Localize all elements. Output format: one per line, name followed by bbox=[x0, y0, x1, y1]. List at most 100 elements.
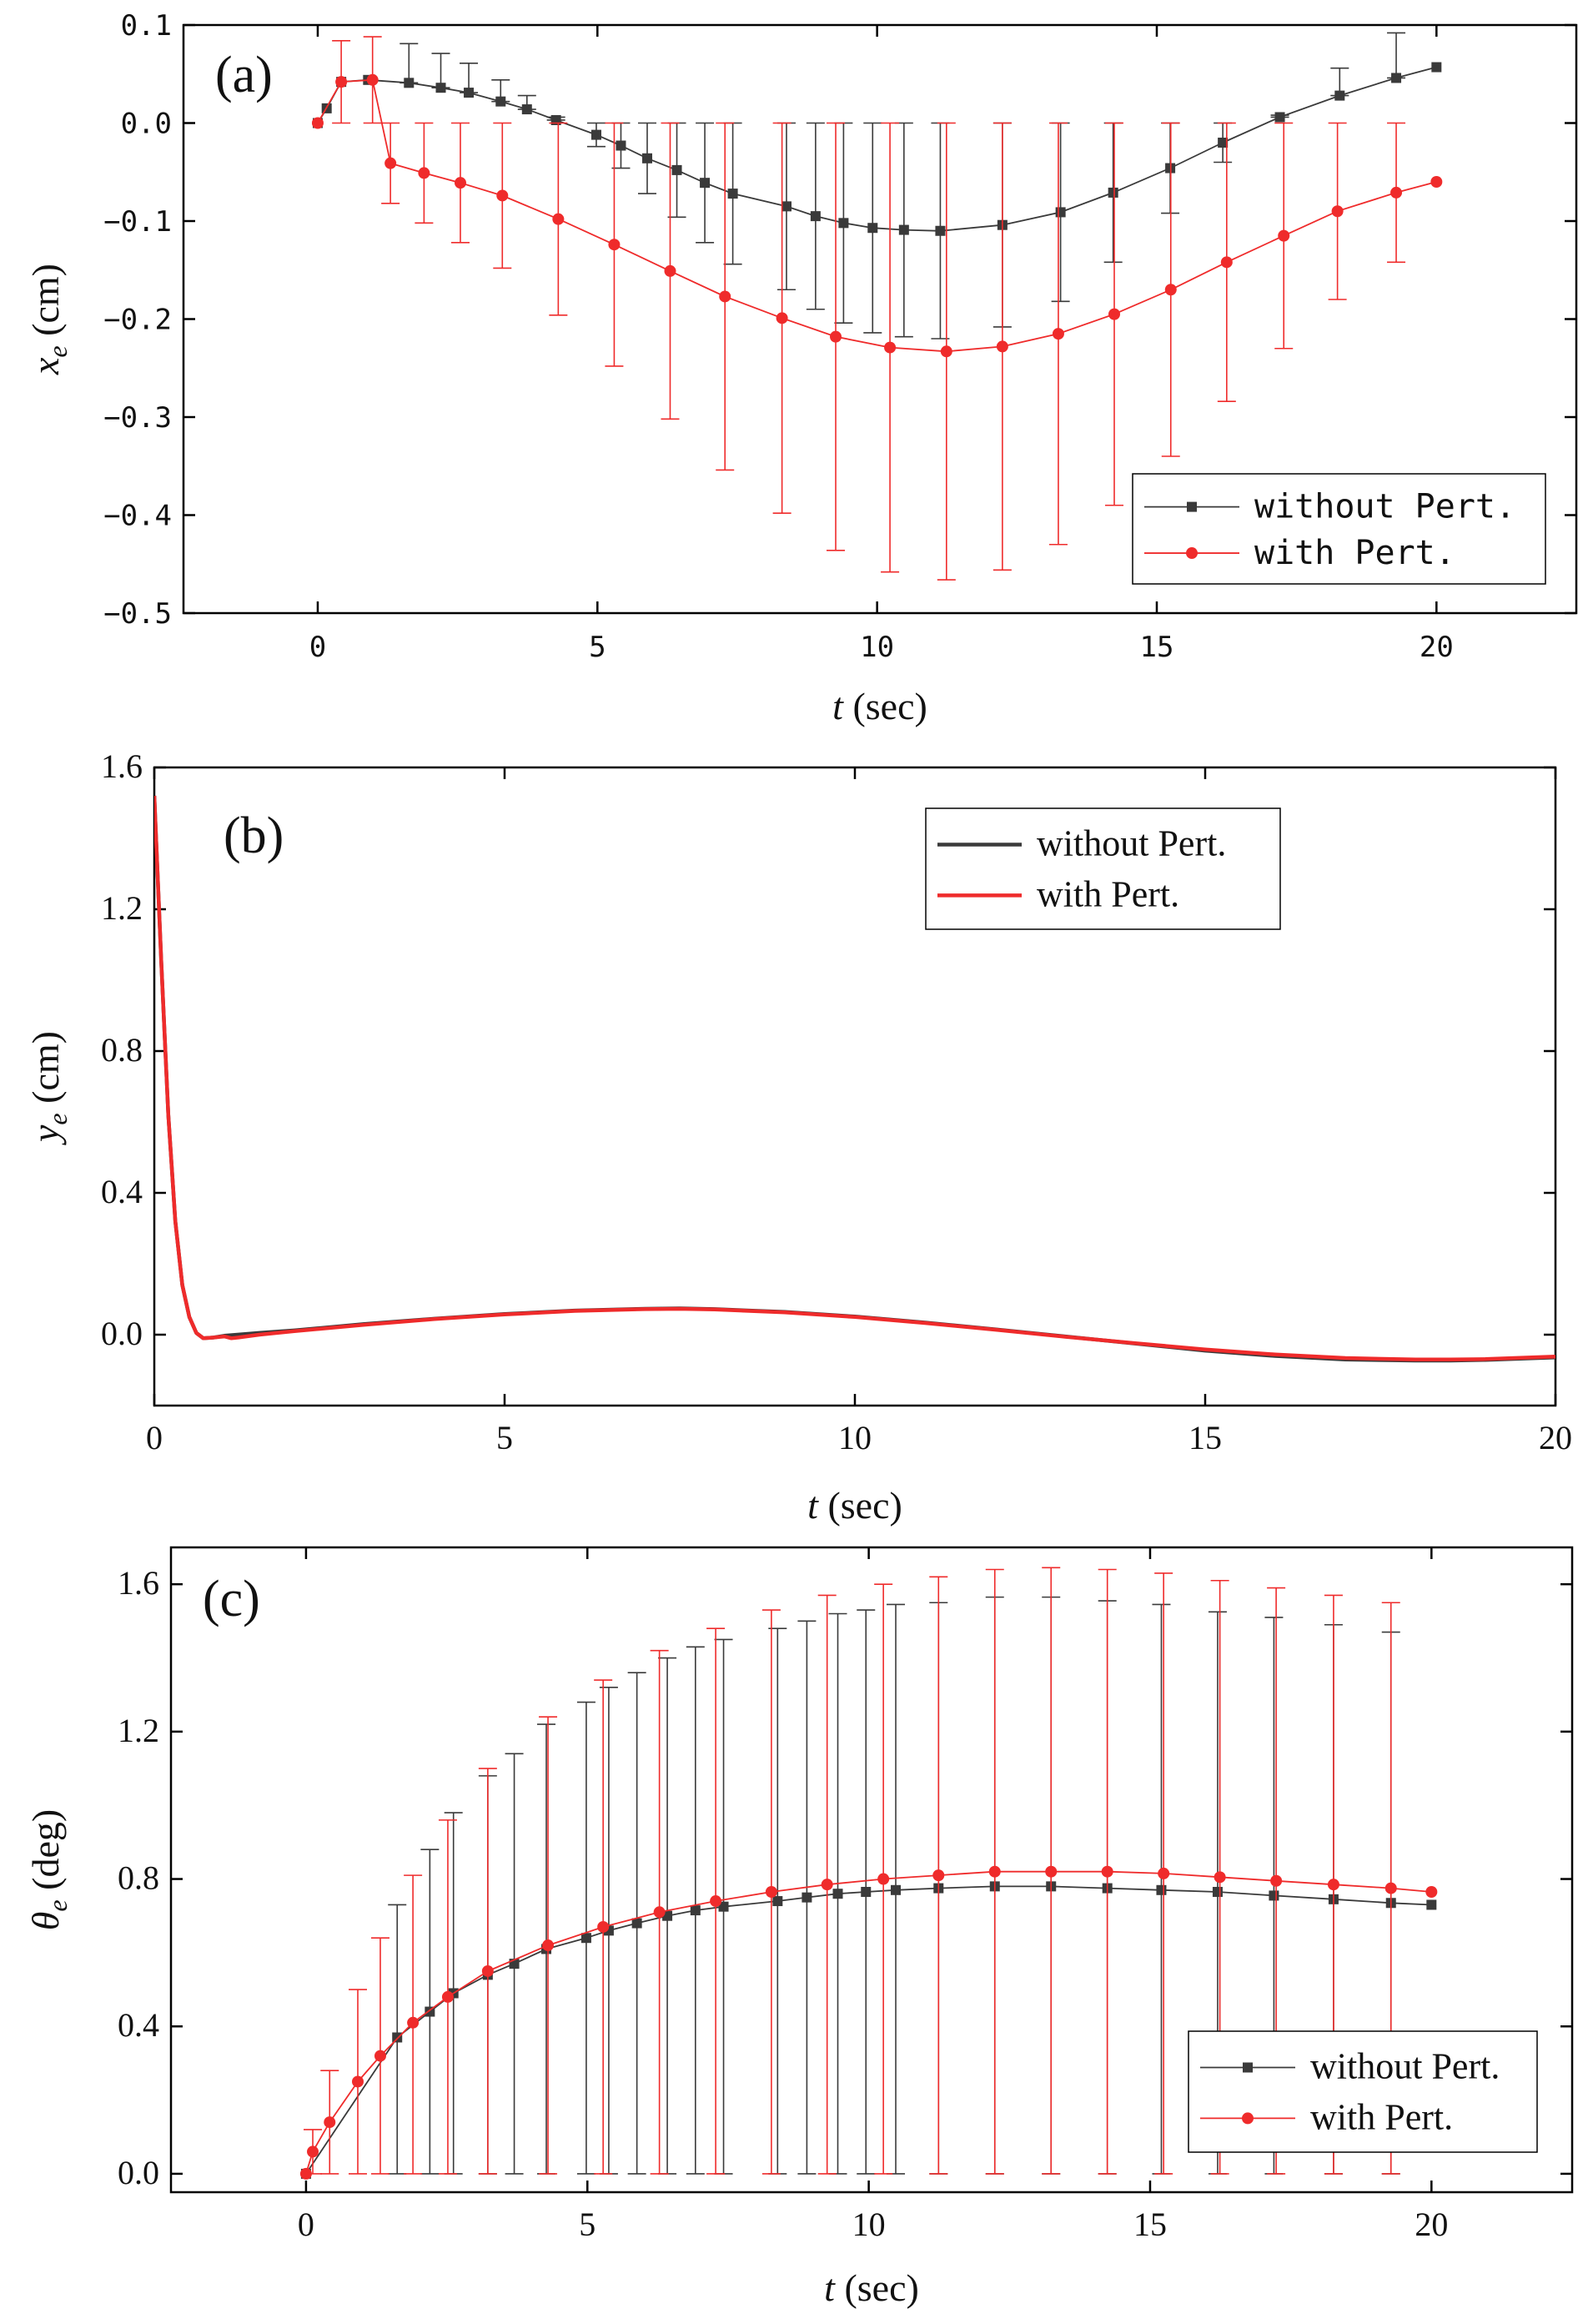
data-point bbox=[608, 239, 621, 251]
data-point bbox=[690, 1905, 701, 1916]
data-point bbox=[867, 223, 878, 234]
data-point bbox=[616, 140, 626, 151]
y-tick-label: −0.4 bbox=[103, 500, 172, 533]
data-point bbox=[877, 1873, 890, 1885]
x-axis-label: t (sec) bbox=[807, 1484, 902, 1527]
y-axis-label-var: x bbox=[24, 357, 67, 375]
data-point bbox=[861, 1887, 872, 1898]
x-axis-label-var: t bbox=[807, 1484, 819, 1527]
y-tick-label: −0.3 bbox=[103, 401, 172, 435]
legend-box bbox=[1132, 473, 1546, 585]
y-axis-label-var: y bbox=[24, 1124, 67, 1145]
data-point bbox=[1384, 1882, 1397, 1894]
data-point bbox=[988, 1865, 1001, 1878]
x-tick-label: 20 bbox=[1420, 631, 1454, 664]
x-tick-label: 20 bbox=[1539, 1419, 1572, 1456]
data-point bbox=[392, 2032, 403, 2043]
panel-label: (b) bbox=[224, 807, 284, 864]
data-point bbox=[996, 340, 1008, 353]
data-point bbox=[580, 1933, 591, 1944]
y-axis-label-var: θ bbox=[24, 1912, 67, 1931]
data-point bbox=[653, 1906, 666, 1919]
data-point bbox=[1156, 1884, 1167, 1895]
data-point bbox=[1270, 1874, 1283, 1887]
data-point bbox=[1220, 256, 1233, 269]
x-tick-label: 15 bbox=[1133, 2206, 1167, 2243]
y-tick-label: 0.0 bbox=[118, 2154, 159, 2191]
y-axis-label-sub: e bbox=[43, 1113, 73, 1124]
x-axis-label: t (sec) bbox=[824, 2266, 919, 2309]
data-point bbox=[464, 88, 475, 98]
data-point bbox=[374, 2050, 386, 2062]
y-tick-label: −0.5 bbox=[103, 597, 172, 631]
legend: without Pert. with Pert. bbox=[1188, 2030, 1538, 2153]
data-point bbox=[821, 1879, 833, 1891]
data-point bbox=[1052, 328, 1064, 340]
chart-panel-1: 0 5 10 15 20 1.6 1.2 0.8 0.4 0.0 t (sec) ye (cm) (b)… bbox=[24, 747, 1572, 1527]
data-point bbox=[496, 189, 509, 202]
data-point bbox=[727, 189, 738, 199]
data-point bbox=[311, 117, 324, 129]
data-point bbox=[590, 129, 601, 140]
data-point bbox=[700, 178, 711, 189]
data-point bbox=[1218, 138, 1229, 148]
y-tick-label: 0.4 bbox=[101, 1173, 143, 1210]
y-tick-label: 0.8 bbox=[118, 1859, 159, 1897]
y-tick-label: −0.2 bbox=[103, 304, 172, 337]
x-tick-label: 5 bbox=[496, 1419, 513, 1456]
chart-panel-0: 0 5 10 15 20 0.1 0.0 −0.1 −0.2 −0.3 −0.4 −0.5 t (sec… bbox=[24, 9, 1578, 727]
series-with-pert bbox=[154, 795, 1555, 1362]
plot-frame bbox=[169, 1546, 1574, 2194]
legend: without Pert. with Pert. bbox=[925, 807, 1281, 930]
data-point bbox=[664, 264, 676, 277]
chart-panel-2: 0 5 10 15 20 1.6 1.2 0.8 0.4 0.0 t (sec) θe (deg) (c… bbox=[24, 1546, 1574, 2309]
data-point bbox=[772, 1896, 783, 1907]
y-tick-label: 1.2 bbox=[101, 889, 143, 927]
data-point bbox=[418, 167, 430, 179]
data-point bbox=[631, 1918, 642, 1929]
data-point bbox=[765, 1886, 777, 1899]
x-tick-label: 15 bbox=[1140, 631, 1174, 664]
data-point bbox=[898, 224, 909, 235]
x-axis-label-unit: (sec) bbox=[818, 1484, 902, 1527]
data-point bbox=[1425, 1886, 1438, 1899]
x-tick-label: 10 bbox=[838, 1419, 872, 1456]
y-axis-label: ye (cm) bbox=[24, 1031, 73, 1145]
data-point bbox=[830, 330, 842, 343]
plot-frame bbox=[153, 766, 1557, 1407]
data-point bbox=[1212, 1887, 1223, 1898]
legend-box bbox=[1188, 2030, 1538, 2153]
data-point bbox=[932, 1869, 945, 1882]
x-tick-label: 15 bbox=[1188, 1419, 1222, 1456]
legend-swatch-marker bbox=[1187, 501, 1197, 512]
data-point bbox=[407, 2016, 420, 2029]
data-point bbox=[776, 312, 788, 324]
y-tick-label: 0.0 bbox=[121, 108, 172, 141]
data-point bbox=[481, 1964, 494, 1977]
data-point bbox=[1045, 1865, 1058, 1878]
legend-swatch-marker bbox=[1243, 2062, 1253, 2073]
data-point bbox=[454, 177, 466, 189]
series-line bbox=[154, 795, 1555, 1363]
legend-label: with Pert. bbox=[1310, 2096, 1453, 2137]
data-point bbox=[404, 78, 415, 88]
data-point bbox=[1390, 186, 1403, 199]
x-axis-label-var: t bbox=[832, 685, 844, 727]
y-tick-label: −0.1 bbox=[103, 205, 172, 239]
data-point bbox=[1101, 1865, 1113, 1878]
y-axis-label-sub: e bbox=[43, 1899, 73, 1911]
legend-label: without Pert. bbox=[1310, 2046, 1500, 2087]
data-point bbox=[935, 225, 946, 236]
data-point bbox=[641, 153, 652, 163]
series-with-pert bbox=[311, 36, 1443, 581]
y-axis-label-unit: (cm) bbox=[24, 264, 67, 345]
data-point bbox=[335, 76, 348, 88]
data-point bbox=[552, 213, 565, 225]
y-axis-label: xe (cm) bbox=[24, 264, 73, 375]
data-point bbox=[802, 1892, 812, 1903]
legend-label: without Pert. bbox=[1254, 488, 1515, 526]
data-point bbox=[542, 1939, 555, 1952]
data-point bbox=[597, 1920, 610, 1933]
legend-box bbox=[925, 807, 1281, 930]
y-tick-label: 0.8 bbox=[101, 1031, 143, 1069]
